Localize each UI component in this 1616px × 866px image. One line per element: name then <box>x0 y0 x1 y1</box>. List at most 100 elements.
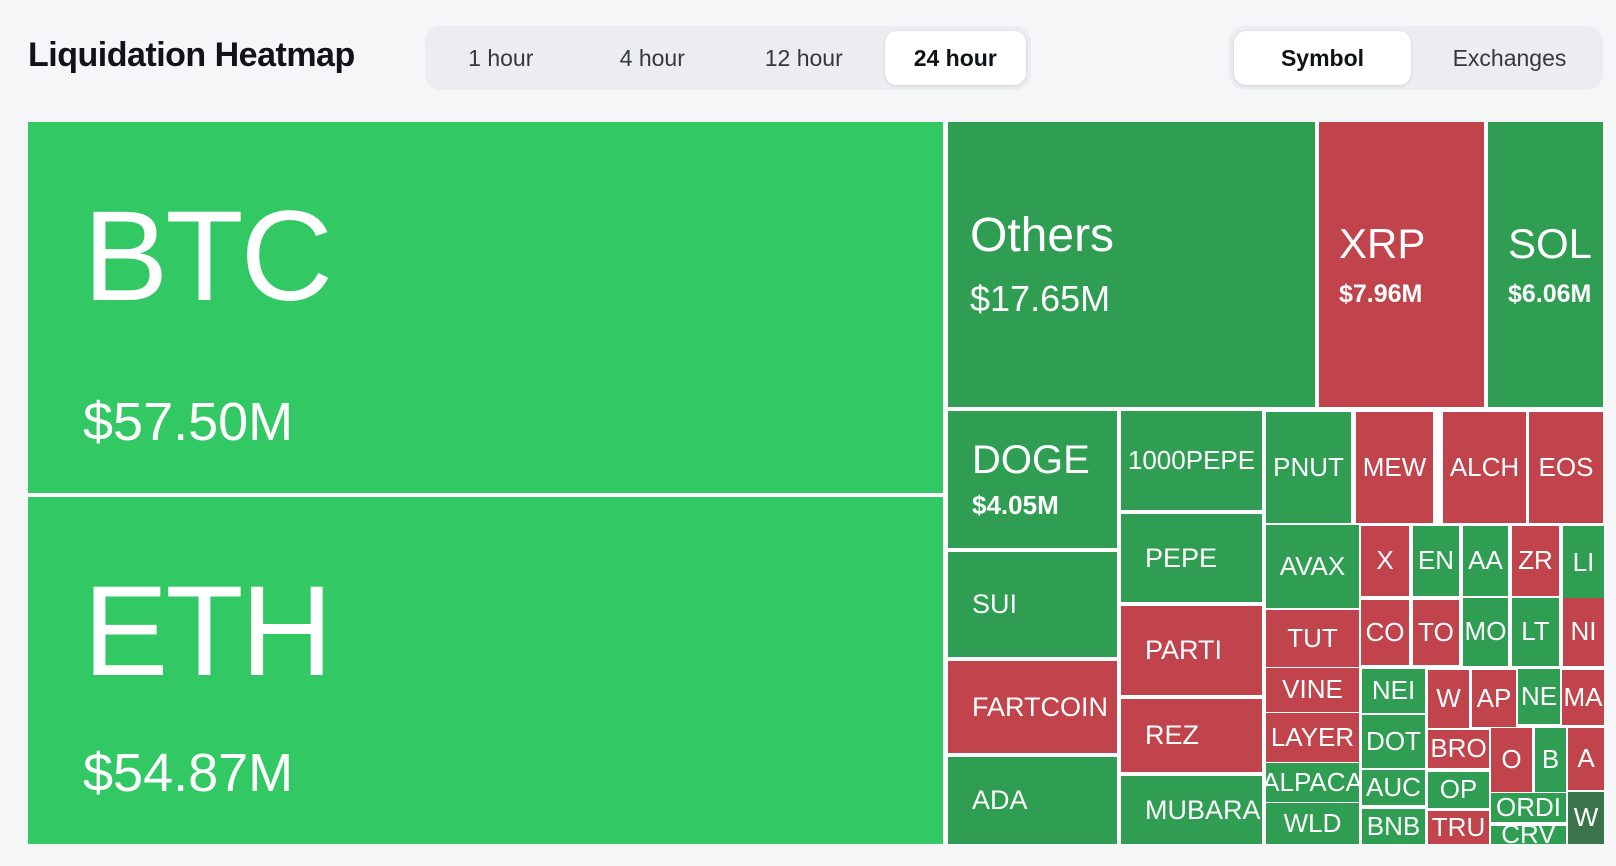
header: Liquidation Heatmap 1 hour 4 hour 12 hou… <box>0 0 1616 116</box>
tile-dot[interactable]: DOT <box>1362 715 1425 768</box>
tile-symbol: B <box>1541 744 1560 775</box>
tile-symbol: BNB <box>1366 810 1421 841</box>
view-toggle-group: Symbol Exchanges <box>1229 26 1603 90</box>
tile-symbol: PEPE <box>1145 542 1218 573</box>
tile-ni[interactable]: NI <box>1563 598 1604 666</box>
tile-en[interactable]: EN <box>1413 526 1459 596</box>
tile-w[interactable]: W <box>1428 670 1469 728</box>
tile-sol[interactable]: SOL $6.06M <box>1488 122 1603 407</box>
tile-op[interactable]: OP <box>1428 772 1489 808</box>
tile-symbol: DOT <box>1366 725 1421 756</box>
tile-symbol: TUT <box>1287 622 1338 653</box>
tile-value: $4.05M <box>972 490 1059 521</box>
tile-symbol: MO <box>1464 616 1507 647</box>
tile-parti[interactable]: PARTI <box>1121 606 1262 695</box>
tile-to[interactable]: TO <box>1413 600 1459 665</box>
liquidation-treemap: BTC $57.50M ETH $54.87M Others $17.65M XRP $7.9… <box>28 122 1604 844</box>
tile-ada[interactable]: ADA <box>948 757 1117 844</box>
tile-1000pepe[interactable]: 1000PEPE <box>1121 411 1262 510</box>
tile-mo[interactable]: MO <box>1463 598 1508 666</box>
tile-alch[interactable]: ALCH <box>1443 412 1526 523</box>
tile-pnut[interactable]: PNUT <box>1266 412 1351 523</box>
tile-symbol: LI <box>1572 546 1595 577</box>
tile-symbol: WLD <box>1283 807 1342 838</box>
tile-symbol: LT <box>1521 616 1550 647</box>
tile-symbol: SUI <box>972 589 1018 620</box>
tile-tut[interactable]: TUT <box>1266 610 1359 667</box>
tile-doge[interactable]: DOGE $4.05M <box>948 411 1117 548</box>
tile-symbol: CO <box>1365 616 1405 647</box>
tile-symbol: BTC <box>83 185 333 328</box>
tile-symbol: VINE <box>1282 674 1343 705</box>
tile-avax[interactable]: AVAX <box>1266 525 1359 608</box>
tile-symbol: W <box>1436 683 1461 714</box>
tab-4-hour[interactable]: 4 hour <box>619 44 685 71</box>
tile-symbol: PNUT <box>1273 451 1344 482</box>
tile-b[interactable]: B <box>1535 728 1566 792</box>
tile-symbol: TO <box>1418 616 1454 647</box>
tile-lt[interactable]: LT <box>1512 598 1559 666</box>
tile-ordi[interactable]: ORDI <box>1491 793 1566 822</box>
tile-symbol: 1000PEPE <box>1127 444 1256 475</box>
tile-symbol: ALPACA <box>1266 766 1359 797</box>
tile-crv[interactable]: CRV <box>1491 826 1566 844</box>
tile-w[interactable]: W <box>1568 792 1604 844</box>
tile-value: $17.65M <box>970 277 1111 319</box>
tile-symbol: MA <box>1563 681 1603 712</box>
tile-symbol: AP <box>1476 682 1512 713</box>
tile-co[interactable]: CO <box>1361 600 1409 665</box>
tab-1-hour[interactable]: 1 hour <box>468 44 534 71</box>
tile-vine[interactable]: VINE <box>1266 668 1359 712</box>
tile-symbol: DOGE <box>972 438 1090 483</box>
tile-mubarak[interactable]: MUBARAK <box>1121 776 1262 844</box>
tile-sui[interactable]: SUI <box>948 552 1117 657</box>
tile-symbol: ZR <box>1518 545 1553 576</box>
tile-ne[interactable]: NE <box>1518 669 1560 724</box>
tile-x[interactable]: X <box>1361 526 1409 596</box>
tile-symbol: FARTCOIN <box>972 691 1109 722</box>
tile-fartcoin[interactable]: FARTCOIN <box>948 661 1117 753</box>
tile-alpaca[interactable]: ALPACA <box>1266 763 1359 802</box>
tile-symbol: O <box>1501 744 1522 775</box>
page-title: Liquidation Heatmap <box>28 36 355 74</box>
tab-12-hour[interactable]: 12 hour <box>764 44 843 71</box>
tile-layer[interactable]: LAYER <box>1266 713 1359 762</box>
tile-symbol: XRP <box>1339 219 1426 267</box>
tile-bnb[interactable]: BNB <box>1362 809 1425 844</box>
tile-a[interactable]: A <box>1568 728 1604 790</box>
tile-symbol: TRU <box>1431 811 1486 842</box>
tile-value: $6.06M <box>1508 279 1592 308</box>
tile-li[interactable]: LI <box>1563 526 1604 599</box>
tile-btc[interactable]: BTC $57.50M <box>28 122 943 493</box>
tile-nei[interactable]: NEI <box>1362 669 1425 713</box>
tile-aa[interactable]: AA <box>1463 526 1508 596</box>
tab-24-hour[interactable]: 24 hour <box>884 31 1026 85</box>
tile-rez[interactable]: REZ <box>1121 699 1262 772</box>
tile-value: $7.96M <box>1339 279 1423 308</box>
tile-pepe[interactable]: PEPE <box>1121 514 1262 602</box>
time-range-tab-group: 1 hour 4 hour 12 hour 24 hour <box>425 26 1031 90</box>
tile-zr[interactable]: ZR <box>1512 526 1559 596</box>
tile-symbol: BRO <box>1430 733 1487 764</box>
tile-wld[interactable]: WLD <box>1266 803 1359 844</box>
tile-eth[interactable]: ETH $54.87M <box>28 497 943 844</box>
tile-ma[interactable]: MA <box>1562 670 1604 725</box>
toggle-exchanges[interactable]: Exchanges <box>1452 44 1567 71</box>
toggle-symbol[interactable]: Symbol <box>1234 31 1411 85</box>
tile-bro[interactable]: BRO <box>1428 730 1489 768</box>
tile-symbol: AVAX <box>1279 550 1346 581</box>
tile-symbol: MEW <box>1362 451 1427 482</box>
tile-auc[interactable]: AUC <box>1362 770 1425 805</box>
tile-symbol: LAYER <box>1270 721 1355 752</box>
tile-symbol: Others <box>970 209 1115 263</box>
tile-symbol: MUBARAK <box>1145 794 1262 825</box>
tile-ap[interactable]: AP <box>1472 670 1516 727</box>
tile-xrp[interactable]: XRP $7.96M <box>1319 122 1484 407</box>
tile-symbol: SOL <box>1508 219 1593 267</box>
tile-tru[interactable]: TRU <box>1428 811 1489 844</box>
tile-others[interactable]: Others $17.65M <box>948 122 1315 407</box>
tile-o[interactable]: O <box>1491 728 1532 792</box>
tile-symbol: EOS <box>1538 451 1594 482</box>
tile-mew[interactable]: MEW <box>1356 412 1433 523</box>
tile-eos[interactable]: EOS <box>1529 412 1603 523</box>
